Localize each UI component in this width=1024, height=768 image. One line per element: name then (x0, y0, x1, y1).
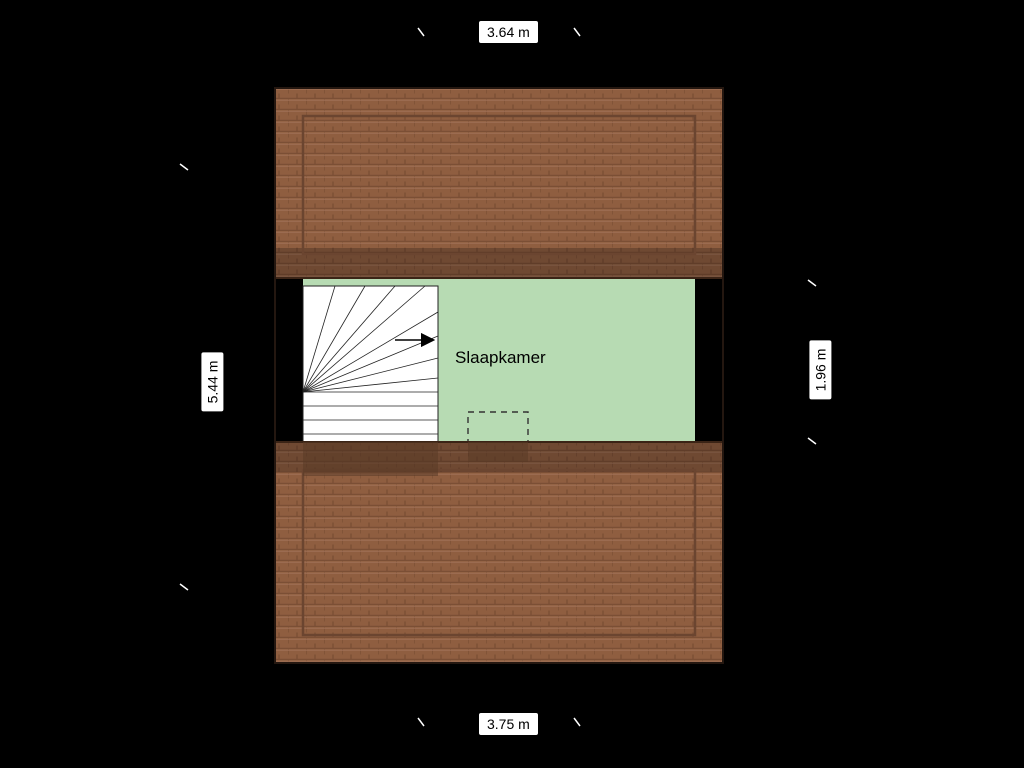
floorplan-canvas: Slaapkamer 3.64 m 3.75 m 5.44 m 1.96 m (0, 0, 1024, 768)
hatch-under-roof-shade (468, 442, 528, 462)
dimension-top: 3.64 m (478, 20, 539, 44)
room-label-bedroom: Slaapkamer (455, 348, 546, 368)
floorplan-svg (0, 0, 1024, 768)
dimension-left: 5.44 m (200, 352, 224, 413)
dimension-right: 1.96 m (808, 340, 832, 401)
roof-section-top (275, 88, 723, 278)
dimension-bottom: 3.75 m (478, 712, 539, 736)
stair-under-roof-shade (303, 442, 438, 476)
